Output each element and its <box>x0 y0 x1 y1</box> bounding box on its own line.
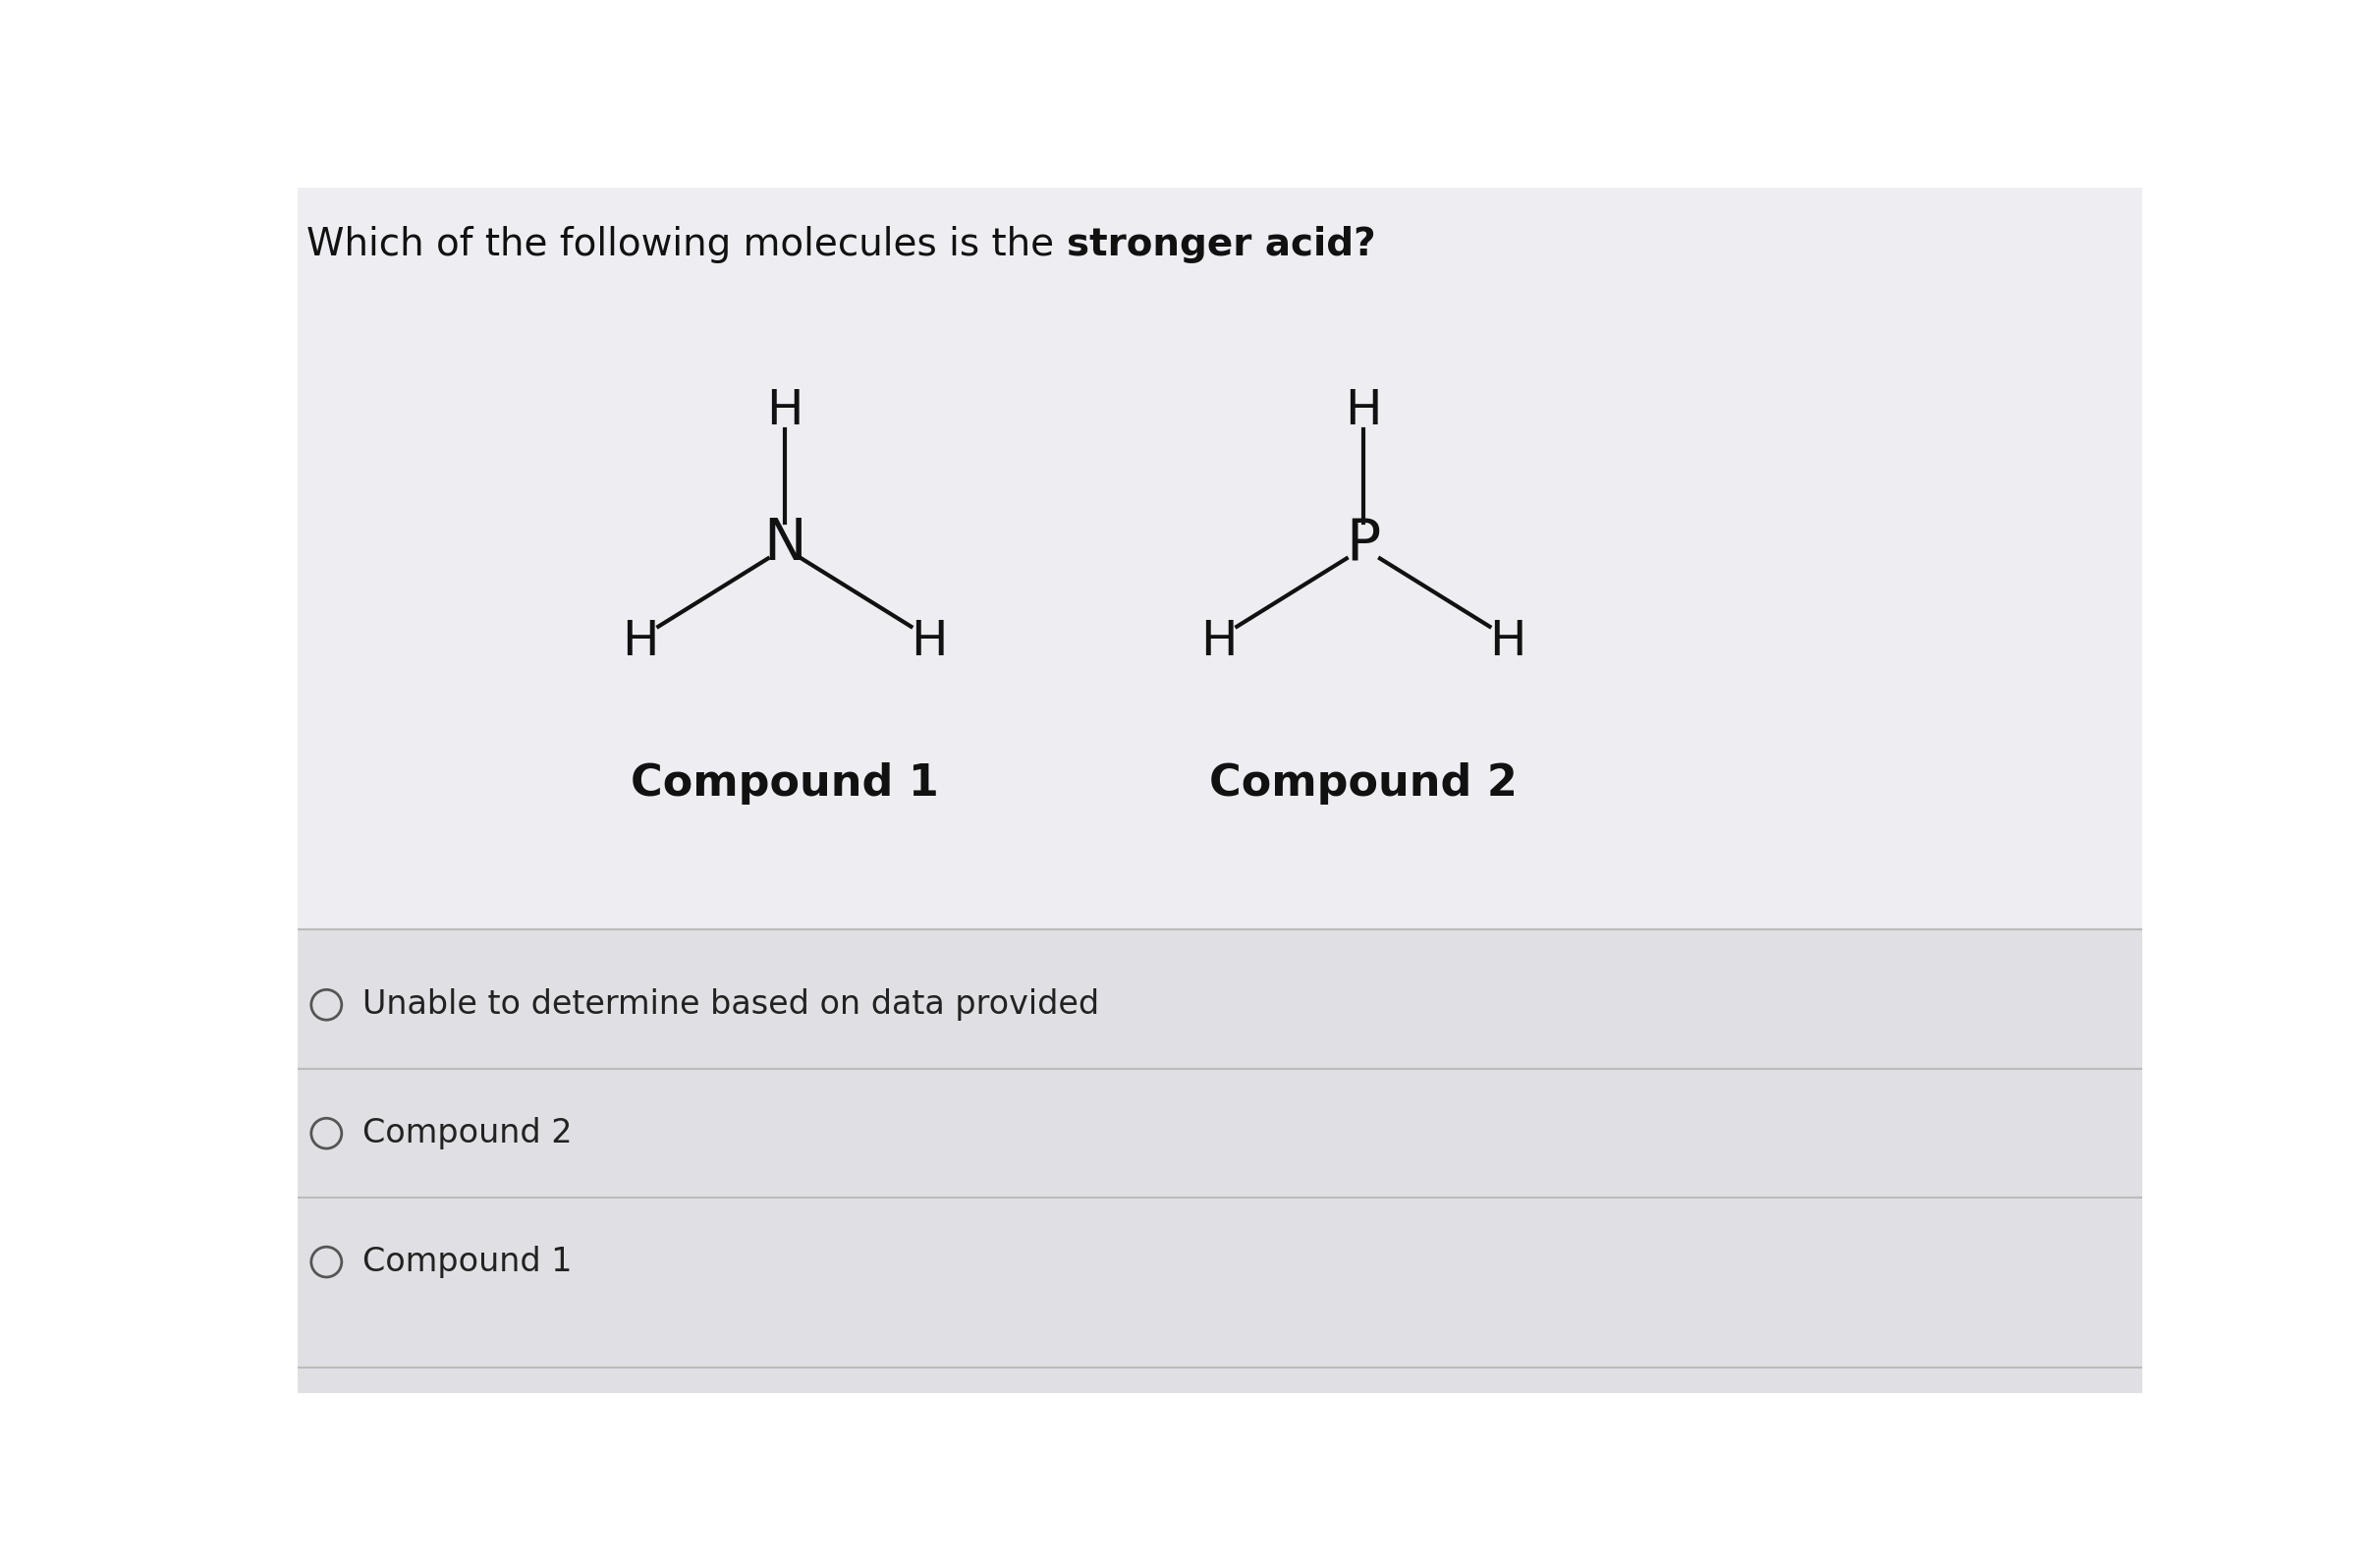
Text: H: H <box>621 618 659 665</box>
Text: H: H <box>766 388 802 435</box>
Text: Unable to determine based on data provided: Unable to determine based on data provid… <box>362 989 1100 1020</box>
Bar <box>298 930 2142 1393</box>
Text: stronger acid?: stronger acid? <box>1066 225 1376 263</box>
Text: Which of the following molecules is the: Which of the following molecules is the <box>307 225 1066 263</box>
Text: H: H <box>1490 618 1526 665</box>
Text: Compound 1: Compound 1 <box>362 1246 571 1279</box>
Text: Compound 1: Compound 1 <box>631 762 938 804</box>
Text: Compound 2: Compound 2 <box>362 1117 571 1150</box>
Text: H: H <box>912 618 947 665</box>
Text: P: P <box>1347 515 1380 571</box>
Text: H: H <box>1345 388 1383 435</box>
Text: Compound 2: Compound 2 <box>1209 762 1518 804</box>
Text: H: H <box>1200 618 1238 665</box>
Text: N: N <box>764 515 807 571</box>
